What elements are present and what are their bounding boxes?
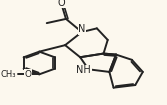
Text: CH₃: CH₃ xyxy=(0,70,16,79)
Text: N: N xyxy=(78,24,86,34)
Text: O: O xyxy=(24,70,31,79)
Text: NH: NH xyxy=(76,65,91,75)
Text: O: O xyxy=(58,0,66,8)
